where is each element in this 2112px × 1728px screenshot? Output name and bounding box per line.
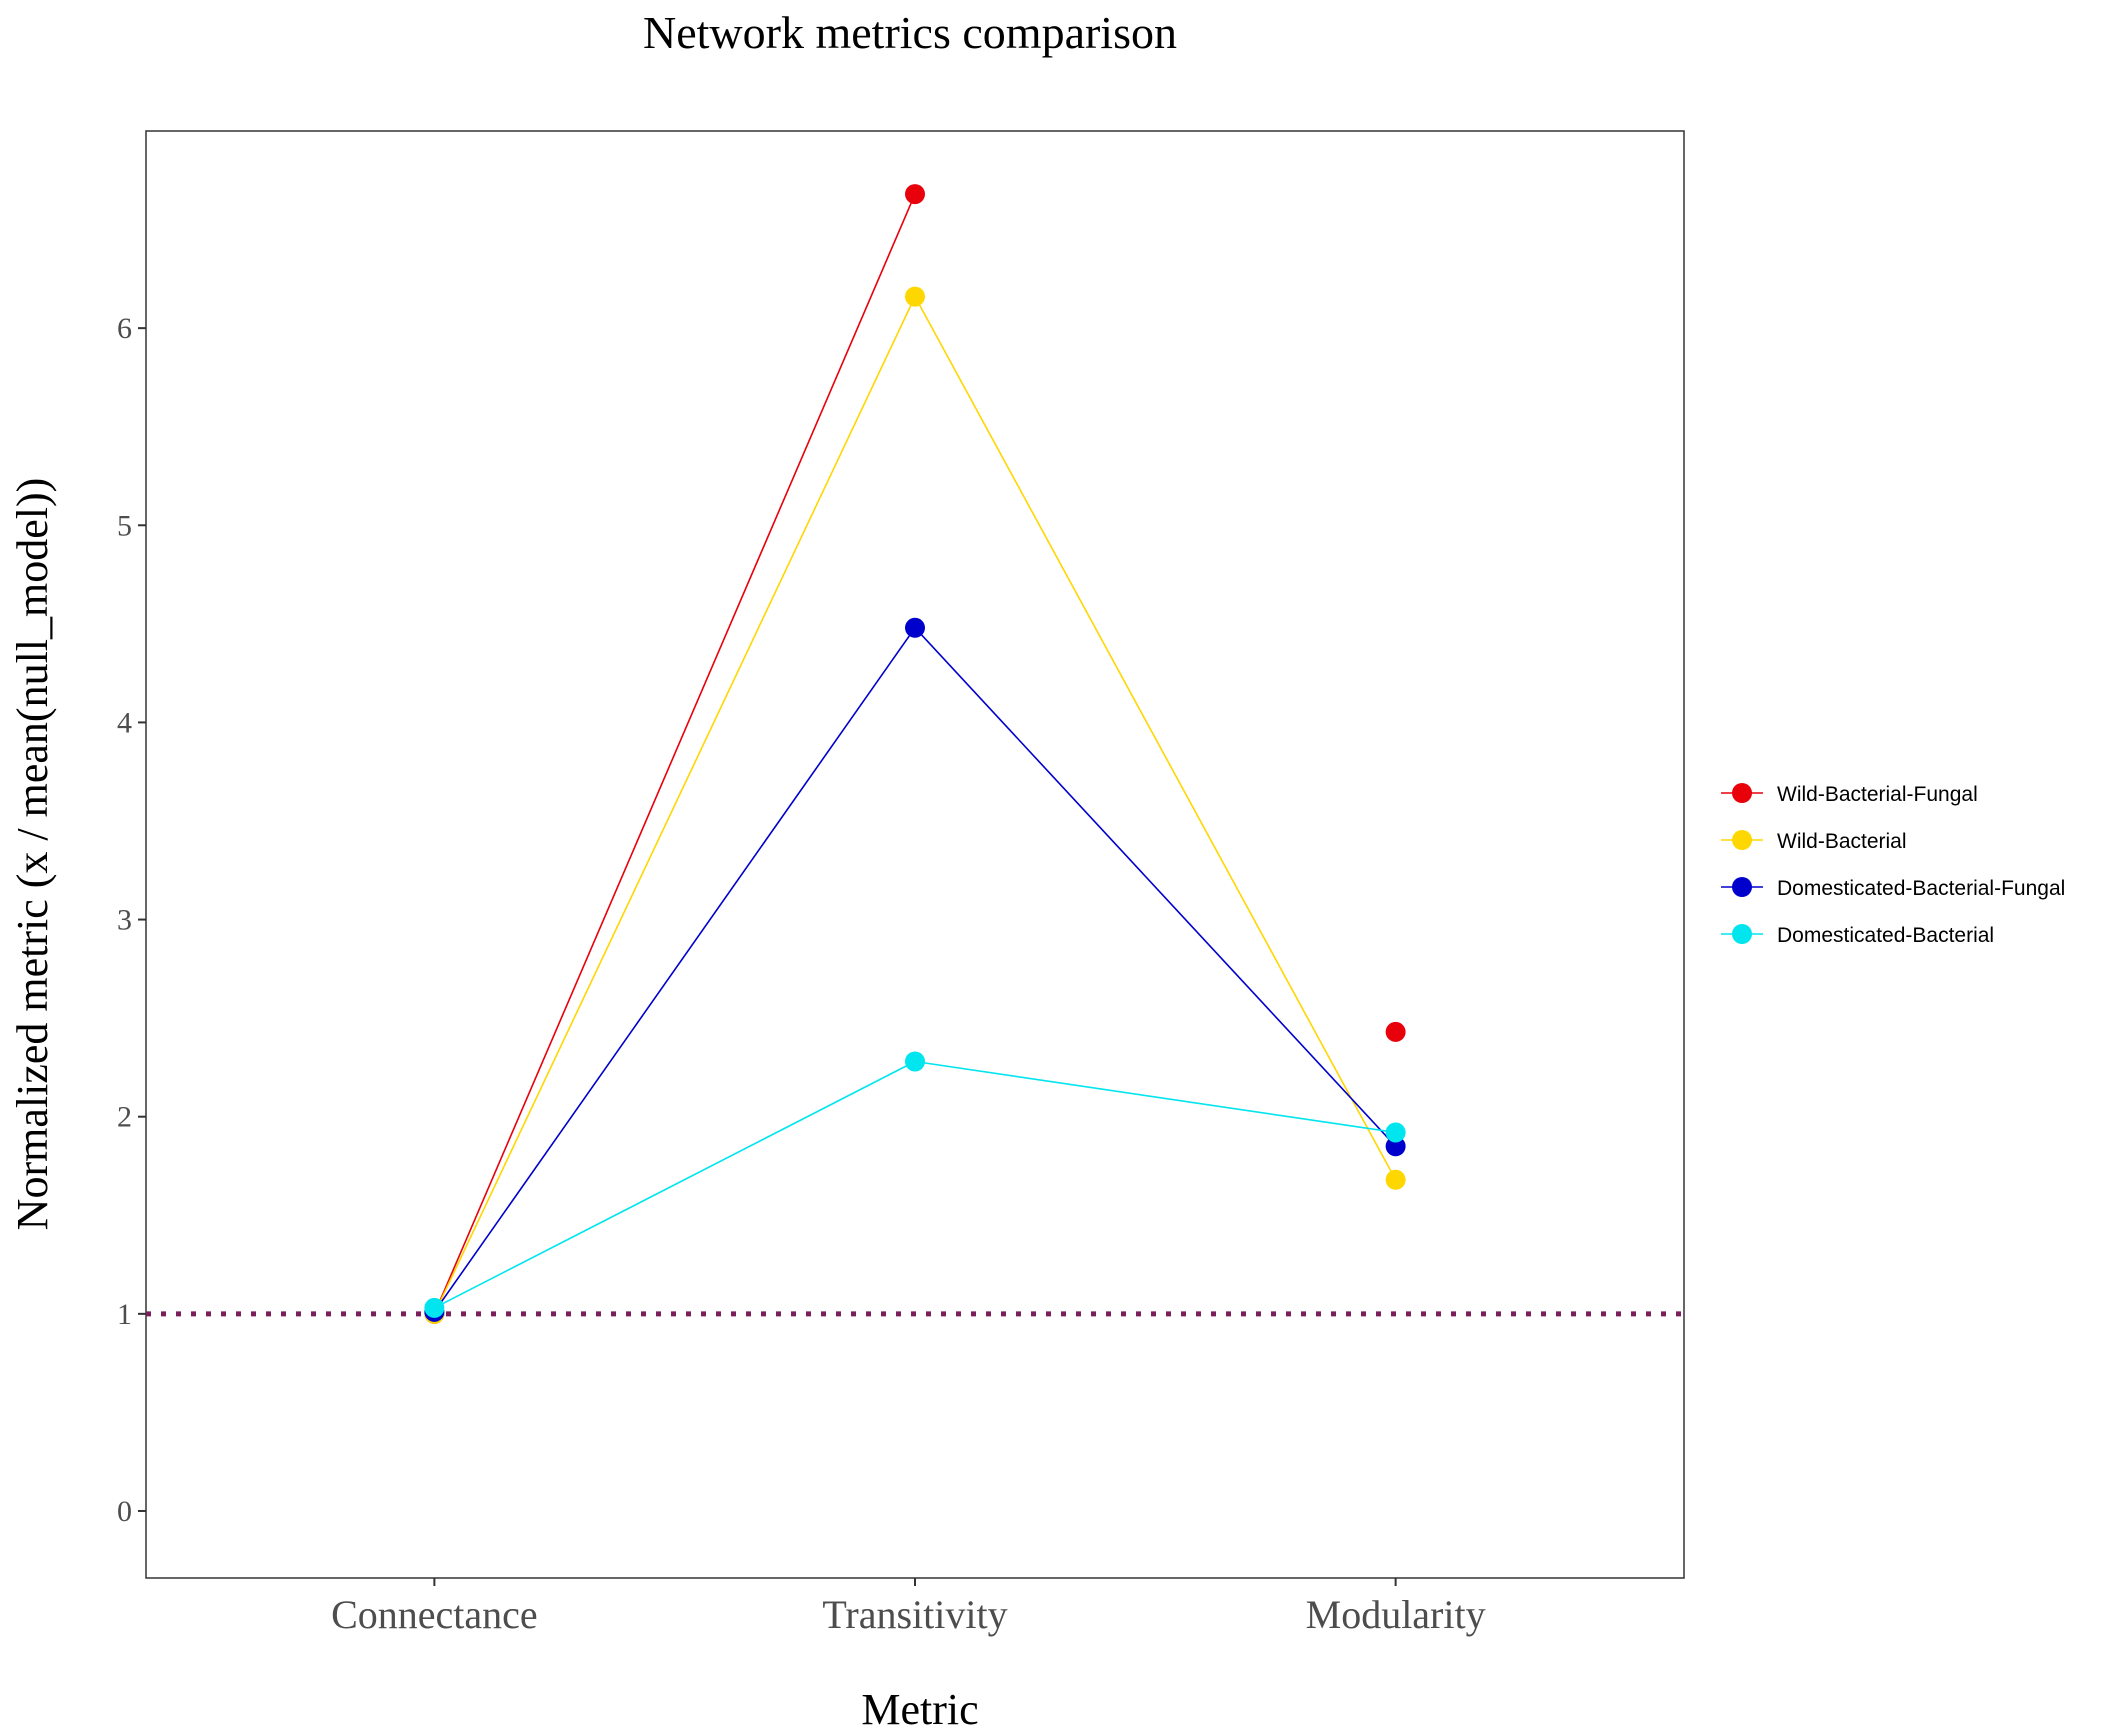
legend-label: Domesticated-Bacterial-Fungal <box>1777 877 2065 900</box>
legend-key-marker <box>1732 877 1752 897</box>
plot-panel <box>145 130 1685 1579</box>
legend-label: Wild-Bacterial <box>1777 830 1907 853</box>
series-line-segment <box>434 1060 916 1309</box>
series-line-segment <box>433 193 916 1315</box>
y-axis-title: Normalized metric (x / mean(null_model)) <box>8 478 57 1231</box>
series-line-segment <box>914 627 1397 1147</box>
series-group <box>424 1051 1406 1318</box>
legend-key-marker <box>1732 830 1752 850</box>
data-point <box>1385 1169 1406 1190</box>
legend-item: Domesticated-Bacterial <box>1721 924 1994 947</box>
x-tick-label: Connectance <box>331 1592 538 1637</box>
y-axis: 0 1 2 3 4 5 6 <box>117 312 146 1528</box>
legend: Wild-Bacterial-Fungal Wild-Bacterial Domes… <box>1721 783 2065 947</box>
data-point <box>905 1051 925 1072</box>
data-point <box>905 617 925 638</box>
y-tick-label: 1 <box>117 1298 132 1331</box>
legend-item: Domesticated-Bacterial-Fungal <box>1721 877 2065 900</box>
legend-label: Domesticated-Bacterial <box>1777 924 1994 947</box>
series-line-segment <box>433 627 916 1313</box>
legend-item: Wild-Bacterial-Fungal <box>1721 783 1978 806</box>
y-tick-label: 0 <box>117 1495 132 1528</box>
data-point <box>905 184 925 205</box>
data-point <box>424 1297 445 1318</box>
y-tick-label: 6 <box>117 312 132 345</box>
series-layer <box>424 184 1406 1324</box>
legend-item: Wild-Bacterial <box>1721 830 1907 853</box>
y-tick-label: 2 <box>117 1101 132 1134</box>
data-point <box>1385 1021 1406 1042</box>
y-tick-label: 4 <box>117 706 132 739</box>
x-tick-label: Modularity <box>1306 1592 1486 1637</box>
chart-title: Network metrics comparison <box>643 7 1177 58</box>
series-line-segment <box>914 1060 1396 1134</box>
data-point <box>1385 1122 1406 1143</box>
data-point <box>905 286 925 307</box>
series-line-segment <box>433 296 916 1315</box>
y-tick-label: 5 <box>117 509 132 542</box>
series-line-segment <box>914 296 1397 1181</box>
x-axis-title: Metric <box>861 1685 978 1728</box>
data-point <box>1385 1136 1406 1157</box>
x-axis: Connectance Transitivity Modularity <box>331 1578 1486 1637</box>
legend-key-marker <box>1732 924 1752 944</box>
legend-key-marker <box>1732 783 1752 803</box>
y-tick-label: 3 <box>117 904 132 937</box>
legend-label: Wild-Bacterial-Fungal <box>1777 783 1978 806</box>
x-tick-label: Transitivity <box>822 1592 1007 1637</box>
